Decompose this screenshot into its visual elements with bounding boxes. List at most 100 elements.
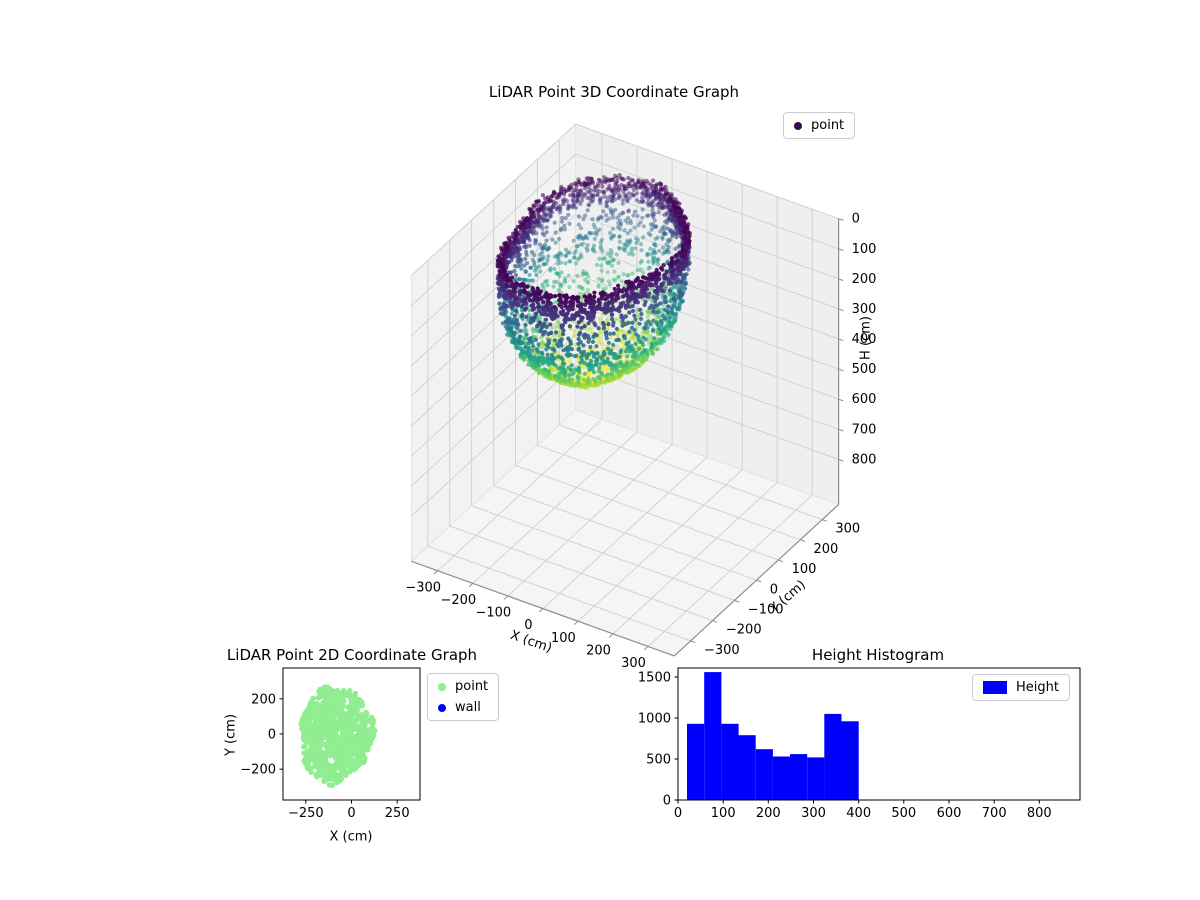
tick-mark <box>538 608 544 613</box>
lidar-point-2d <box>353 733 360 740</box>
lidar-point-3d <box>578 226 584 231</box>
lidar-point-2d <box>303 761 309 767</box>
lidar-point-3d <box>540 361 546 366</box>
lidar-point-2d <box>327 776 333 782</box>
lidar-point-3d <box>568 358 573 363</box>
lidar-point-3d <box>662 299 667 304</box>
lidar-point-3d <box>537 224 542 229</box>
lidar-point-3d <box>535 207 540 212</box>
lidar-point-3d <box>646 265 651 270</box>
lidar-point-3d <box>638 220 643 225</box>
x-tick-label: 700 <box>982 806 1007 821</box>
lidar-point-3d <box>555 261 560 266</box>
lidar-point-2d <box>360 739 366 746</box>
lidar-point-3d <box>639 258 644 264</box>
legend-entry-point: point <box>438 679 488 694</box>
lidar-point-3d <box>613 207 618 212</box>
lidar-point-3d <box>522 244 527 249</box>
lidar-point-3d <box>531 302 536 307</box>
lidar-point-3d <box>531 204 536 209</box>
lidar-point-3d <box>588 326 594 331</box>
lidar-point-2d <box>324 714 330 720</box>
lidar-point-2d <box>302 743 308 749</box>
lidar-point-3d <box>615 344 620 349</box>
lidar-point-3d <box>588 358 594 363</box>
tick-mark <box>756 579 762 583</box>
lidar-point-3d <box>587 293 592 298</box>
lidar-point-3d <box>621 197 626 202</box>
lidar-point-2d <box>308 703 314 709</box>
lidar-point-3d <box>536 304 542 309</box>
lidar-point-3d <box>573 312 579 317</box>
lidar-point-2d <box>362 735 368 741</box>
y-tick-label: 500 <box>646 753 671 768</box>
lidar-point-3d <box>613 278 618 283</box>
lidar-point-3d <box>608 248 614 253</box>
lidar-point-3d <box>590 339 596 344</box>
lidar-point-2d <box>324 753 330 759</box>
plot2d-title: LiDAR Point 2D Coordinate Graph <box>226 646 478 664</box>
lidar-point-3d <box>546 312 552 317</box>
lidar-point-3d <box>606 279 611 284</box>
lidar-point-3d <box>655 274 660 280</box>
lidar-point-3d <box>519 355 524 360</box>
lidar-point-3d <box>615 354 620 359</box>
lidar-point-3d <box>645 253 650 258</box>
lidar-point-3d <box>576 341 581 346</box>
grid-line <box>575 183 839 280</box>
lidar-point-3d <box>662 212 667 217</box>
lidar-point-3d <box>570 377 575 382</box>
lidar-point-3d <box>516 264 521 269</box>
lidar-point-3d <box>616 260 621 265</box>
lidar-point-3d <box>544 324 549 330</box>
lidar-point-3d <box>585 243 590 248</box>
lidar-point-3d <box>664 269 669 274</box>
lidar-point-2d <box>331 698 337 705</box>
lidar-point-3d <box>618 226 623 231</box>
lidar-point-3d <box>625 287 631 292</box>
lidar-point-3d <box>659 282 664 288</box>
lidar-point-3d <box>588 344 593 350</box>
tick-mark <box>734 599 740 603</box>
lidar-point-3d <box>604 368 609 373</box>
lidar-point-3d <box>578 201 583 206</box>
lidar-point-3d <box>583 235 588 240</box>
lidar-point-3d <box>558 210 563 215</box>
lidar-point-3d <box>611 258 616 263</box>
lidar-point-3d <box>590 217 595 222</box>
lidar-point-3d <box>593 323 598 328</box>
lidar-point-3d <box>619 348 624 353</box>
y-tick-label: −200 <box>726 623 762 638</box>
lidar-point-3d <box>608 230 613 236</box>
lidar-point-3d <box>548 322 553 327</box>
lidar-point-3d <box>667 320 672 325</box>
lidar-point-3d <box>603 286 608 291</box>
x-tick-label: 0 <box>347 806 355 821</box>
lidar-point-3d <box>578 330 583 335</box>
lidar-point-3d <box>650 204 655 209</box>
lidar-point-3d <box>533 337 538 342</box>
lidar-point-3d <box>516 339 521 345</box>
lidar-point-3d <box>645 351 650 356</box>
lidar-point-3d <box>669 270 675 275</box>
lidar-point-3d <box>609 348 614 353</box>
lidar-point-3d <box>650 274 656 279</box>
lidar-point-3d <box>614 307 620 312</box>
lidar-point-3d <box>550 326 555 331</box>
lidar-point-3d <box>567 186 572 191</box>
lidar-point-3d <box>623 218 628 223</box>
lidar-point-3d <box>579 254 584 260</box>
lidar-point-2d <box>340 734 346 740</box>
lidar-point-3d <box>567 221 572 226</box>
lidar-point-3d <box>581 241 586 246</box>
lidar-point-3d <box>687 234 692 239</box>
lidar-point-3d <box>576 284 581 289</box>
lidar-point-3d <box>540 299 546 304</box>
lidar-point-3d <box>614 326 620 331</box>
lidar-point-3d <box>642 287 647 292</box>
lidar-point-3d <box>591 222 596 227</box>
lidar-point-3d <box>562 278 567 283</box>
lidar-point-3d <box>576 236 582 241</box>
lidar-point-3d <box>600 277 605 282</box>
lidar-point-3d <box>556 375 561 380</box>
